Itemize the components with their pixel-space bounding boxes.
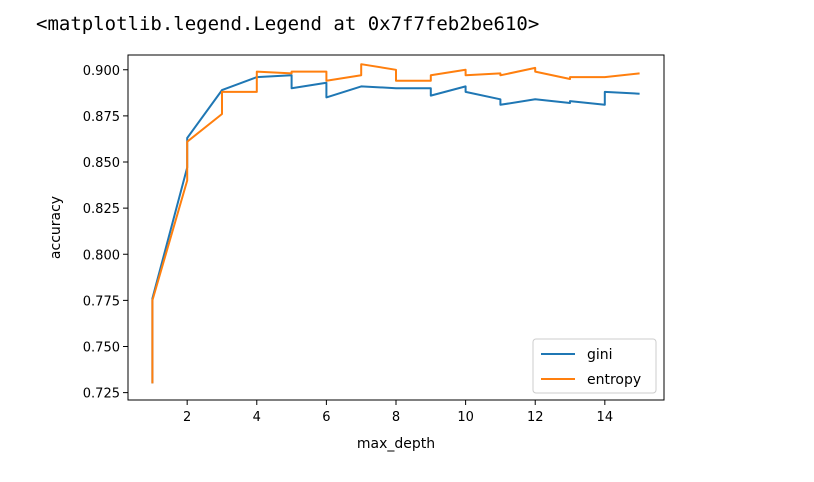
y-axis-label: accuracy: [48, 196, 64, 259]
x-tick-label: 2: [183, 410, 191, 425]
x-tick-label: 14: [597, 410, 614, 425]
x-tick-label: 4: [253, 410, 261, 425]
series-line-gini: [151, 74, 640, 384]
legend-label-entropy: entropy: [587, 372, 641, 388]
y-tick-label: 0.800: [83, 248, 120, 263]
series-line-entropy: [151, 63, 640, 384]
y-tick-label: 0.725: [83, 387, 120, 402]
x-tick-label: 12: [527, 410, 544, 425]
cell-output-text: <matplotlib.legend.Legend at 0x7f7feb2be…: [36, 13, 540, 35]
x-tick-label: 8: [392, 410, 400, 425]
legend: gini entropy: [532, 338, 657, 394]
series-layer: [151, 63, 640, 384]
legend-label-gini: gini: [587, 347, 613, 363]
y-tick-label: 0.850: [83, 156, 120, 171]
x-tick-label: 6: [322, 410, 330, 425]
y-tick-label: 0.750: [83, 340, 120, 355]
x-axis-label: max_depth: [357, 436, 435, 452]
x-tick-label: 10: [457, 410, 474, 425]
y-axis-ticks: 0.725 0.750 0.775 0.800 0.825 0.850 0.875 0.900: [83, 64, 128, 402]
x-axis-ticks: 2 4 6 8 10 12 14: [183, 400, 613, 425]
y-tick-label: 0.775: [83, 294, 120, 309]
y-tick-label: 0.825: [83, 202, 120, 217]
y-tick-label: 0.900: [83, 64, 120, 79]
y-tick-label: 0.875: [83, 110, 120, 125]
